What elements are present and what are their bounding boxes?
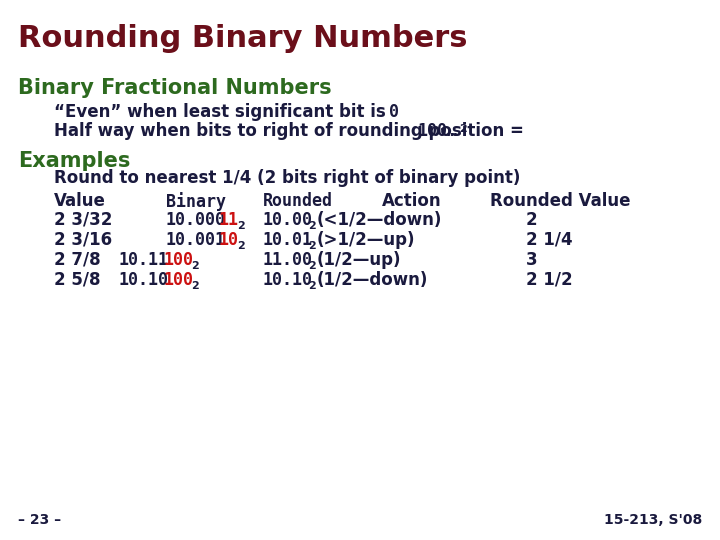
Text: 10.01: 10.01 <box>263 231 312 248</box>
Text: Half way when bits to right of rounding position =: Half way when bits to right of rounding … <box>54 122 530 139</box>
Text: Rounding Binary Numbers: Rounding Binary Numbers <box>18 24 467 53</box>
Text: Action: Action <box>382 192 441 210</box>
Text: 0: 0 <box>389 103 399 120</box>
Text: (1/2—up): (1/2—up) <box>317 251 401 268</box>
Text: 2: 2 <box>459 124 467 134</box>
Text: 2: 2 <box>238 221 246 232</box>
Text: Rounded Value: Rounded Value <box>490 192 630 210</box>
Text: Rounded: Rounded <box>263 192 333 210</box>
Text: 10.001: 10.001 <box>166 231 225 248</box>
Text: 100: 100 <box>163 271 194 288</box>
Text: Value: Value <box>54 192 106 210</box>
Text: 2 7/8: 2 7/8 <box>54 251 101 268</box>
Text: 11.00: 11.00 <box>263 251 312 268</box>
Text: 10.00: 10.00 <box>263 211 312 228</box>
Text: – 23 –: – 23 – <box>18 512 61 526</box>
Text: 2: 2 <box>238 241 246 252</box>
Text: 10.10: 10.10 <box>263 271 312 288</box>
Text: 15-213, S'08: 15-213, S'08 <box>604 512 702 526</box>
Text: 2 3/32: 2 3/32 <box>54 211 112 228</box>
Text: (>1/2—up): (>1/2—up) <box>317 231 415 248</box>
Text: 10.10: 10.10 <box>119 271 168 288</box>
Text: 100: 100 <box>163 251 194 268</box>
Text: 2: 2 <box>308 241 316 252</box>
Text: 2 1/2: 2 1/2 <box>526 271 572 288</box>
Text: 10: 10 <box>219 231 239 248</box>
Text: 2: 2 <box>308 261 316 272</box>
Text: 10.11: 10.11 <box>119 251 168 268</box>
Text: 2 5/8: 2 5/8 <box>54 271 101 288</box>
Text: Binary Fractional Numbers: Binary Fractional Numbers <box>18 78 332 98</box>
Text: Round to nearest 1/4 (2 bits right of binary point): Round to nearest 1/4 (2 bits right of bi… <box>54 169 521 187</box>
Text: (<1/2—down): (<1/2—down) <box>317 211 442 228</box>
Text: (1/2—down): (1/2—down) <box>317 271 428 288</box>
Text: Binary: Binary <box>166 192 225 211</box>
Text: 2: 2 <box>192 261 199 272</box>
Text: 11: 11 <box>219 211 239 228</box>
Text: Examples: Examples <box>18 151 130 171</box>
Text: 2: 2 <box>308 221 316 232</box>
Text: 2: 2 <box>192 281 199 292</box>
Text: 100…: 100… <box>418 122 458 139</box>
Text: 3: 3 <box>526 251 537 268</box>
Text: 2 3/16: 2 3/16 <box>54 231 112 248</box>
Text: 2: 2 <box>308 281 316 292</box>
Text: 10.000: 10.000 <box>166 211 225 228</box>
Text: 2 1/4: 2 1/4 <box>526 231 572 248</box>
Text: 2: 2 <box>526 211 537 228</box>
Text: “Even” when least significant bit is: “Even” when least significant bit is <box>54 103 392 120</box>
